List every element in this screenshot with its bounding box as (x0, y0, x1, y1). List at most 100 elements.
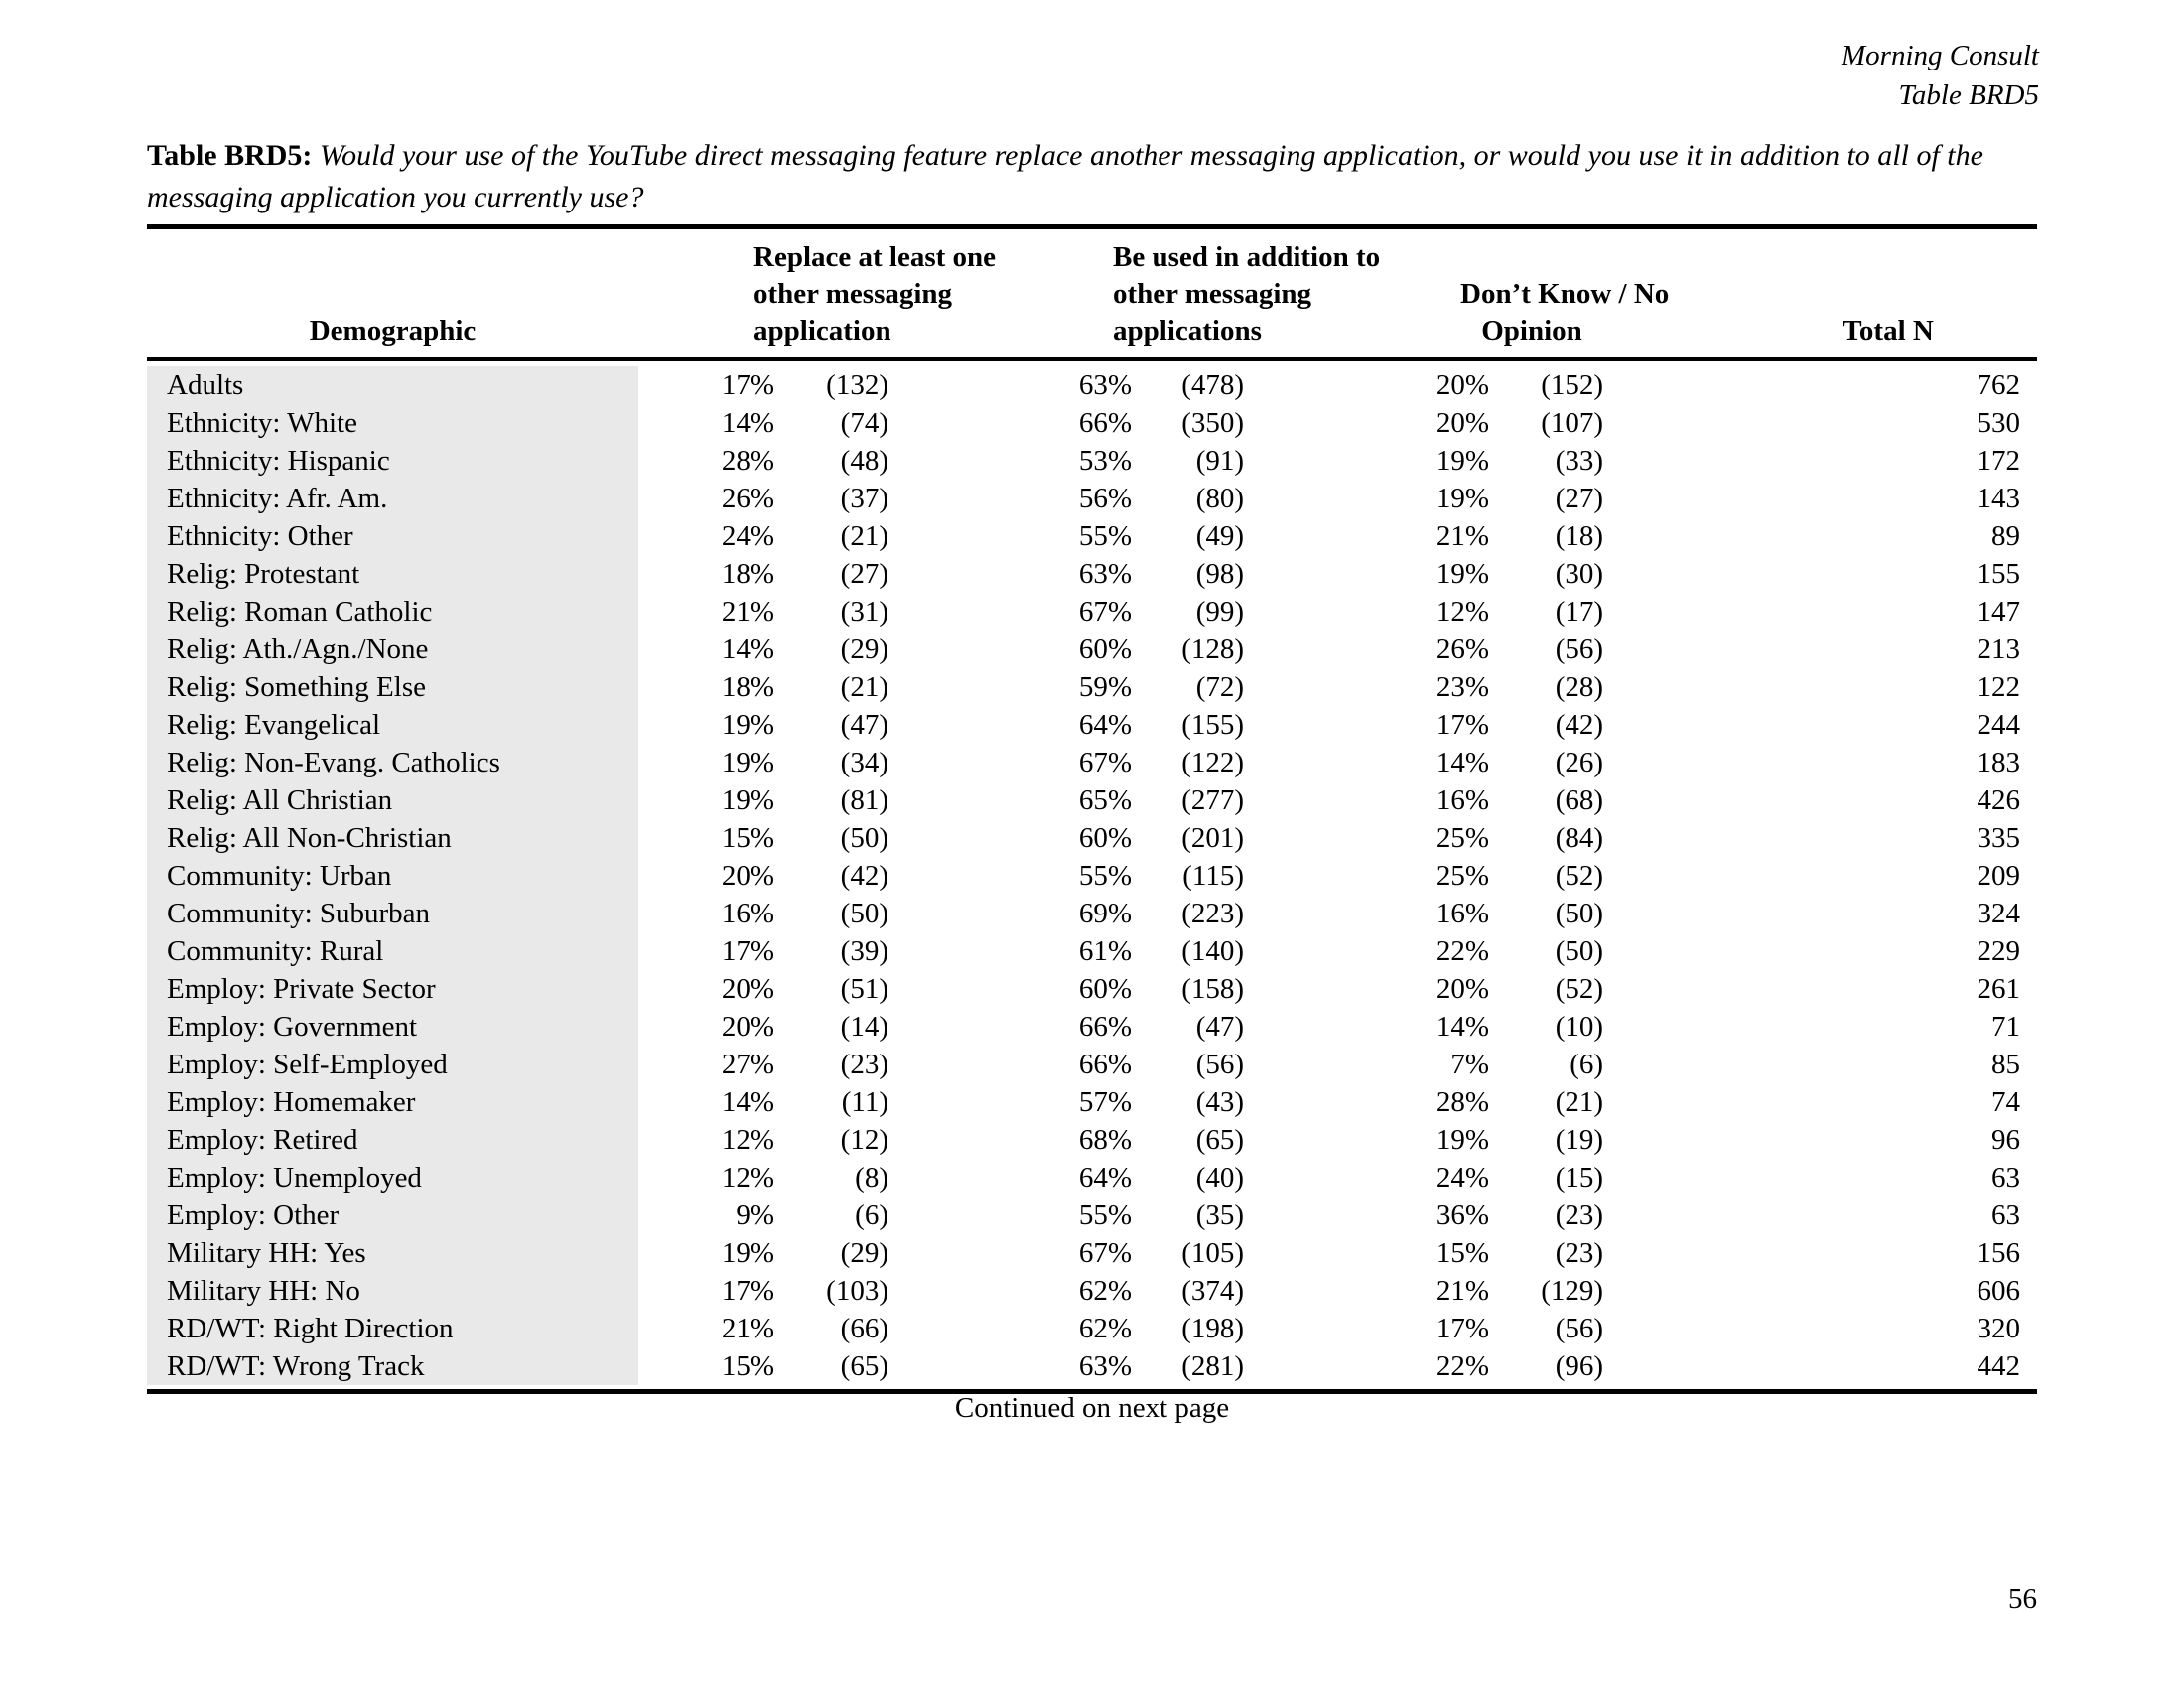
demographic-cell: Military HH: Yes (147, 1234, 638, 1272)
page-number: 56 (2008, 1583, 2037, 1615)
addition-pct-cell: 67% (1078, 596, 1132, 628)
addition-n-cell: (201) (1181, 822, 1245, 854)
total-n-cell: 606 (1977, 1275, 2021, 1307)
demographic-cell: Community: Rural (147, 932, 638, 970)
total-n-cell: 183 (1977, 747, 2021, 778)
table-row: Relig: Non-Evang. Catholics 19% (34) 67%… (147, 744, 2037, 781)
dontknow-pct-cell: 24% (1435, 1162, 1490, 1194)
addition-pct-cell: 67% (1078, 747, 1132, 778)
total-n-cell: 71 (1991, 1011, 2021, 1043)
table-row: Military HH: No 17% (103) 62% (374) 21% … (147, 1272, 2037, 1310)
spacer-row (147, 359, 2038, 366)
addition-n-cell: (72) (1195, 671, 1245, 703)
addition-n-cell: (155) (1181, 709, 1245, 741)
replace-pct-cell: 14% (721, 407, 774, 439)
replace-pct-cell: 12% (721, 1162, 774, 1194)
table-row: Adults 17% (132) 63% (478) 20% (152) 762 (147, 366, 2037, 404)
replace-pct-cell: 20% (721, 860, 774, 892)
addition-pct-cell: 63% (1078, 558, 1132, 590)
replace-pct-cell: 20% (721, 973, 774, 1005)
dontknow-pct-cell: 7% (1450, 1049, 1490, 1080)
table-row: Community: Urban 20% (42) 55% (115) 25% … (147, 857, 2037, 895)
replace-pct-cell: 28% (721, 445, 774, 477)
addition-pct-cell: 62% (1078, 1313, 1132, 1344)
table-row: Ethnicity: Hispanic 28% (48) 53% (91) 19… (147, 442, 2037, 480)
addition-pct-cell: 56% (1078, 483, 1132, 514)
dontknow-n-cell: (23) (1555, 1237, 1604, 1269)
addition-pct-cell: 60% (1078, 822, 1132, 854)
demographic-cell: Ethnicity: Afr. Am. (147, 480, 638, 517)
total-n-cell: 122 (1977, 671, 2021, 703)
replace-pct-cell: 19% (721, 784, 774, 816)
addition-pct-cell: 65% (1078, 784, 1132, 816)
demographic-cell: Relig: Evangelical (147, 706, 638, 744)
dontknow-n-cell: (96) (1555, 1350, 1604, 1382)
replace-pct-cell: 26% (721, 483, 774, 514)
dontknow-pct-cell: 12% (1435, 596, 1490, 628)
dontknow-n-cell: (42) (1555, 709, 1604, 741)
table-body: Adults 17% (132) 63% (478) 20% (152) 762… (147, 359, 2038, 1392)
dontknow-pct-cell: 19% (1435, 1124, 1490, 1156)
addition-n-cell: (277) (1181, 784, 1245, 816)
addition-pct-cell: 55% (1078, 1199, 1132, 1231)
header-total-n: Total N (1603, 226, 2038, 361)
total-n-cell: 85 (1991, 1049, 2021, 1080)
addition-n-cell: (105) (1181, 1237, 1245, 1269)
demographic-cell: Ethnicity: White (147, 404, 638, 442)
total-n-cell: 426 (1977, 784, 2021, 816)
replace-n-cell: (12) (840, 1124, 888, 1156)
dontknow-pct-cell: 15% (1435, 1237, 1490, 1269)
brand-line: Morning Consult (1842, 40, 2039, 71)
replace-pct-cell: 17% (721, 1275, 774, 1307)
dontknow-n-cell: (6) (1570, 1049, 1604, 1080)
addition-n-cell: (122) (1181, 747, 1245, 778)
header-row: Demographic Replace at least one other m… (147, 226, 2038, 361)
dontknow-pct-cell: 22% (1435, 935, 1490, 967)
dontknow-n-cell: (28) (1555, 671, 1604, 703)
total-n-cell: 74 (1991, 1086, 2021, 1118)
total-n-cell: 213 (1977, 633, 2021, 665)
dontknow-n-cell: (84) (1555, 822, 1604, 854)
crosstab-table: Demographic Replace at least one other m… (147, 224, 2038, 1394)
total-n-cell: 244 (1977, 709, 2021, 741)
replace-pct-cell: 24% (721, 520, 774, 552)
table-row: RD/WT: Wrong Track 15% (65) 63% (281) 22… (147, 1347, 2037, 1385)
table-row: Ethnicity: White 14% (74) 66% (350) 20% … (147, 404, 2037, 442)
replace-pct-cell: 18% (721, 671, 774, 703)
addition-pct-cell: 66% (1078, 407, 1132, 439)
total-n-cell: 96 (1991, 1124, 2021, 1156)
demographic-cell: RD/WT: Right Direction (147, 1310, 638, 1347)
spacer-row (147, 1385, 2038, 1392)
total-n-cell: 172 (1977, 445, 2021, 477)
dontknow-pct-cell: 25% (1435, 822, 1490, 854)
addition-pct-cell: 66% (1078, 1049, 1132, 1080)
dontknow-n-cell: (21) (1555, 1086, 1604, 1118)
dontknow-pct-cell: 20% (1435, 973, 1490, 1005)
demographic-cell: Relig: All Non-Christian (147, 819, 638, 857)
demographic-cell: Relig: Something Else (147, 668, 638, 706)
table-title-label: Table BRD5: (147, 139, 313, 172)
table-row: Community: Suburban 16% (50) 69% (223) 1… (147, 895, 2037, 932)
addition-pct-cell: 66% (1078, 1011, 1132, 1043)
demographic-cell: Relig: All Christian (147, 781, 638, 819)
demographic-cell: Ethnicity: Other (147, 517, 638, 555)
addition-n-cell: (49) (1195, 520, 1245, 552)
dontknow-pct-cell: 21% (1435, 520, 1490, 552)
addition-pct-cell: 60% (1078, 973, 1132, 1005)
replace-n-cell: (74) (840, 407, 888, 439)
addition-pct-cell: 64% (1078, 1162, 1132, 1194)
demographic-cell: Employ: Other (147, 1196, 638, 1234)
replace-pct-cell: 15% (721, 822, 774, 854)
replace-n-cell: (11) (841, 1086, 888, 1118)
addition-n-cell: (223) (1181, 898, 1245, 929)
dontknow-n-cell: (10) (1555, 1011, 1604, 1043)
demographic-cell: Adults (147, 366, 638, 404)
demographic-cell: Employ: Private Sector (147, 970, 638, 1008)
replace-n-cell: (27) (840, 558, 888, 590)
total-n-cell: 442 (1977, 1350, 2021, 1382)
dontknow-pct-cell: 17% (1435, 1313, 1490, 1344)
dontknow-pct-cell: 20% (1435, 407, 1490, 439)
table-row: Employ: Self-Employed 27% (23) 66% (56) … (147, 1046, 2037, 1083)
demographic-cell: Relig: Protestant (147, 555, 638, 593)
